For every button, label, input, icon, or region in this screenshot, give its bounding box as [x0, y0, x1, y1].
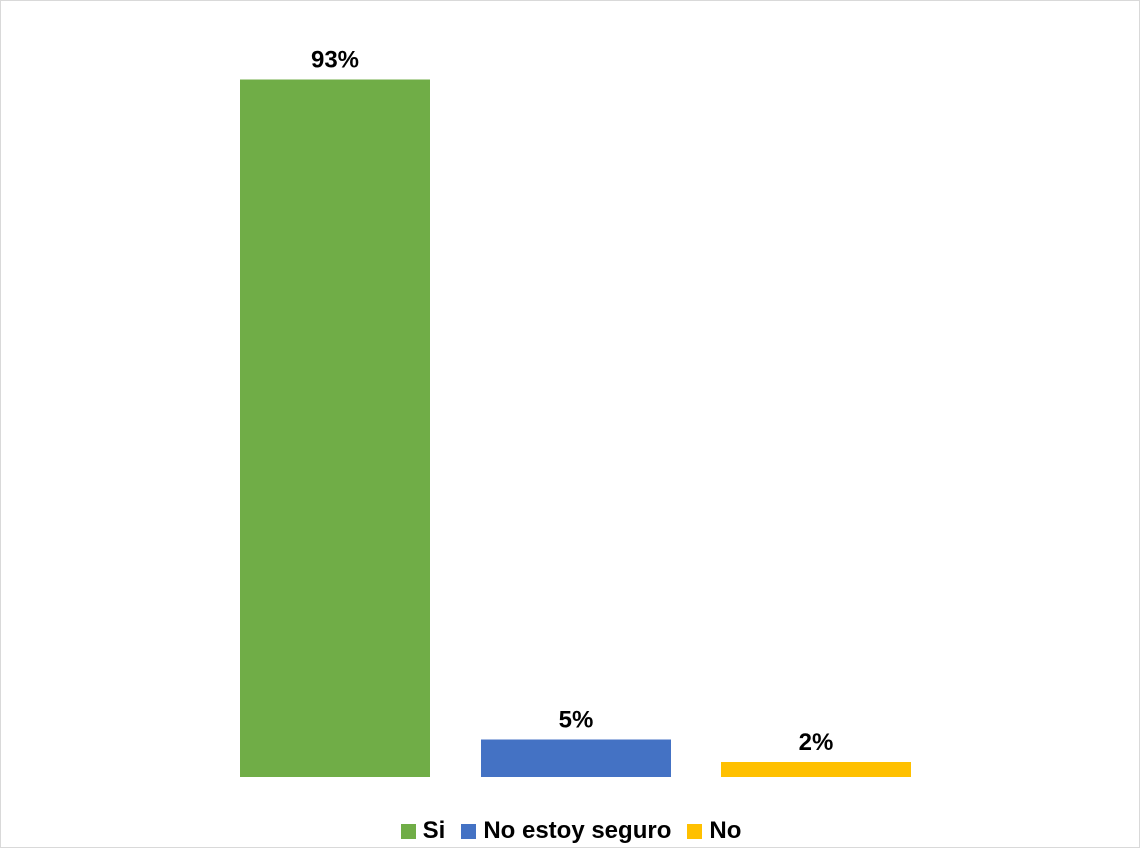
legend-label: No	[709, 817, 742, 844]
legend-item-no-estoy-seguro: No estoy seguro	[461, 817, 671, 845]
legend-item-si: Si	[400, 817, 446, 845]
data-label-si: 93%	[311, 47, 359, 74]
bar-no-estoy-seguro	[481, 739, 671, 777]
legend-swatch	[687, 823, 703, 839]
bar-no	[721, 762, 911, 777]
legend-label: Si	[422, 817, 446, 844]
data-label-no-estoy-seguro: 5%	[559, 707, 594, 734]
bar-si	[240, 79, 430, 777]
legend-label: No estoy seguro	[483, 817, 672, 844]
data-label-no: 2%	[799, 729, 834, 756]
legend-swatch	[400, 823, 416, 839]
legend-item-no: No	[687, 817, 741, 845]
legend: Si No estoy seguro No	[1, 813, 1140, 849]
legend-swatch	[461, 823, 477, 839]
